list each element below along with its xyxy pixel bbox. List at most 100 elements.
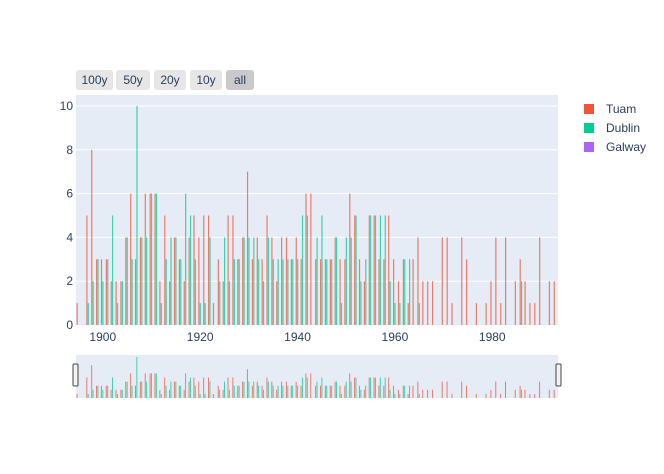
bar-tuam[interactable] (100, 259, 103, 325)
bar-dublin[interactable] (224, 237, 226, 325)
bar-tuam[interactable] (149, 193, 151, 325)
bar-tuam[interactable] (183, 281, 185, 325)
bar-tuam[interactable] (120, 281, 122, 325)
bar-tuam[interactable] (446, 237, 448, 325)
bar-dublin[interactable] (150, 193, 153, 325)
range-button-20y[interactable]: 20y (154, 70, 186, 90)
bar-tuam[interactable] (154, 193, 156, 325)
bar-dublin[interactable] (282, 259, 284, 325)
bar-tuam[interactable] (222, 281, 224, 325)
bar-tuam[interactable] (422, 281, 424, 325)
bar-tuam[interactable] (339, 259, 341, 325)
bar-dublin[interactable] (112, 215, 114, 325)
bar-dublin[interactable] (253, 237, 255, 325)
bar-tuam[interactable] (300, 259, 302, 325)
bar-dublin[interactable] (126, 237, 128, 325)
bar-tuam[interactable] (212, 303, 215, 325)
bar-dublin[interactable] (102, 281, 104, 325)
bar-dublin[interactable] (233, 259, 235, 325)
bar-dublin[interactable] (92, 281, 94, 325)
bar-tuam[interactable] (203, 215, 205, 325)
bar-tuam[interactable] (407, 303, 409, 325)
bar-tuam[interactable] (305, 193, 307, 325)
bar-tuam[interactable] (417, 237, 419, 325)
bar-dublin[interactable] (248, 237, 250, 325)
bar-dublin[interactable] (360, 281, 362, 325)
bar-dublin[interactable] (340, 303, 343, 325)
bar-dublin[interactable] (228, 281, 231, 325)
bar-tuam[interactable] (354, 215, 356, 325)
bar-dublin[interactable] (189, 215, 192, 325)
bar-tuam[interactable] (86, 215, 88, 325)
bar-dublin[interactable] (116, 303, 119, 325)
bar-dublin[interactable] (180, 259, 182, 325)
bar-dublin[interactable] (335, 237, 338, 325)
bar-dublin[interactable] (165, 259, 167, 325)
bar-dublin[interactable] (204, 303, 206, 325)
bar-dublin[interactable] (301, 215, 304, 325)
bar-tuam[interactable] (315, 259, 317, 325)
range-slider-right-handle[interactable] (555, 363, 562, 387)
bar-tuam[interactable] (373, 215, 375, 325)
bar-dublin[interactable] (131, 259, 133, 325)
bar-dublin[interactable] (404, 259, 406, 325)
bar-tuam[interactable] (495, 237, 497, 325)
main-plot-area[interactable] (76, 95, 558, 325)
bar-tuam[interactable] (295, 237, 297, 325)
bar-tuam[interactable] (232, 215, 234, 325)
legend-item-dublin[interactable]: Dublin (584, 120, 664, 138)
bar-dublin[interactable] (418, 303, 420, 325)
bar-tuam[interactable] (256, 237, 258, 325)
bar-dublin[interactable] (258, 259, 260, 325)
bar-tuam[interactable] (514, 281, 516, 325)
bar-dublin[interactable] (365, 259, 367, 325)
bar-tuam[interactable] (505, 237, 507, 325)
bar-dublin[interactable] (170, 237, 172, 325)
bar-tuam[interactable] (139, 237, 142, 325)
bar-dublin[interactable] (389, 281, 391, 325)
range-button-all[interactable]: all (226, 70, 254, 90)
bar-tuam[interactable] (169, 281, 171, 325)
bar-tuam[interactable] (96, 259, 98, 325)
bar-dublin[interactable] (238, 259, 240, 325)
bar-tuam[interactable] (329, 259, 331, 325)
bar-dublin[interactable] (326, 259, 328, 325)
bar-tuam[interactable] (115, 281, 117, 325)
bar-tuam[interactable] (281, 237, 283, 325)
bar-dublin[interactable] (272, 259, 274, 325)
bar-tuam[interactable] (125, 237, 127, 325)
bar-tuam[interactable] (358, 259, 361, 325)
bar-tuam[interactable] (388, 215, 390, 325)
bar-tuam[interactable] (227, 215, 229, 325)
bar-dublin[interactable] (136, 105, 138, 325)
bar-tuam[interactable] (534, 303, 536, 325)
bar-dublin[interactable] (331, 259, 333, 325)
bar-dublin[interactable] (292, 259, 294, 325)
bar-dublin[interactable] (141, 237, 143, 325)
bar-dublin[interactable] (194, 259, 196, 325)
bar-tuam[interactable] (251, 259, 254, 325)
bar-tuam[interactable] (393, 259, 395, 325)
bar-tuam[interactable] (91, 149, 93, 325)
bar-tuam[interactable] (402, 259, 404, 325)
range-button-100y[interactable]: 100y (76, 70, 113, 90)
bar-dublin[interactable] (370, 215, 372, 325)
bar-tuam[interactable] (242, 237, 244, 325)
bar-tuam[interactable] (427, 281, 429, 325)
bar-tuam[interactable] (368, 215, 370, 325)
bar-tuam[interactable] (134, 259, 137, 325)
bar-tuam[interactable] (451, 303, 453, 325)
bar-dublin[interactable] (267, 237, 270, 325)
bar-tuam[interactable] (310, 193, 312, 325)
bar-tuam[interactable] (383, 259, 385, 325)
bar-tuam[interactable] (237, 259, 239, 325)
bar-tuam[interactable] (290, 259, 292, 325)
range-button-10y[interactable]: 10y (190, 70, 222, 90)
bar-tuam[interactable] (110, 281, 112, 325)
bar-dublin[interactable] (350, 237, 352, 325)
bar-dublin[interactable] (306, 215, 308, 325)
bar-dublin[interactable] (185, 193, 187, 325)
bar-tuam[interactable] (130, 193, 132, 325)
bar-tuam[interactable] (349, 193, 351, 325)
bar-tuam[interactable] (198, 237, 200, 325)
